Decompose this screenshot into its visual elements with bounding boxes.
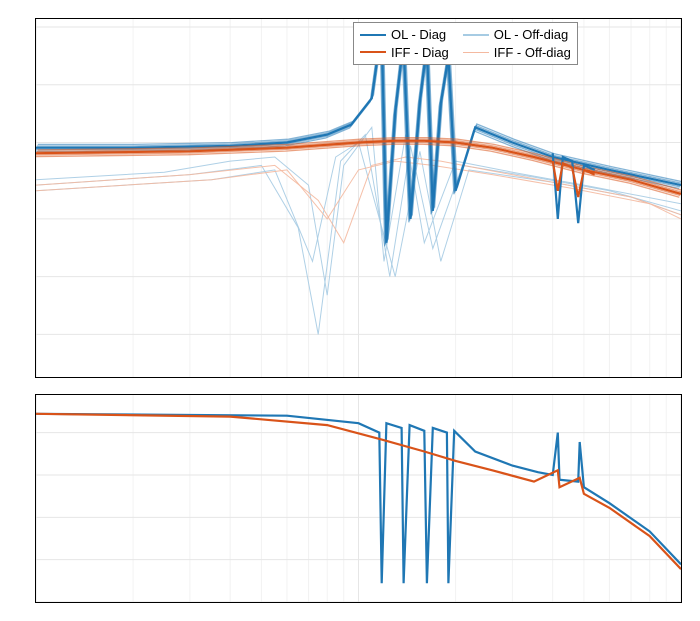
legend-swatch	[360, 34, 386, 36]
legend: OL - Diag IFF - Diag OL - Off-diag IFF -…	[353, 22, 578, 65]
legend-swatch	[360, 51, 386, 53]
phase-panel	[35, 394, 682, 603]
legend-label: OL - Diag	[391, 26, 446, 44]
magnitude-panel	[35, 18, 682, 378]
legend-swatch	[463, 34, 489, 36]
legend-item-ol-off: OL - Off-diag	[463, 26, 571, 44]
legend-label: OL - Off-diag	[494, 26, 568, 44]
legend-label: IFF - Diag	[391, 44, 449, 62]
legend-label: IFF - Off-diag	[494, 44, 571, 62]
bode-figure: OL - Diag IFF - Diag OL - Off-diag IFF -…	[0, 0, 700, 621]
legend-item-iff-off: IFF - Off-diag	[463, 44, 571, 62]
legend-swatch	[463, 52, 489, 54]
legend-item-ol-diag: OL - Diag	[360, 26, 449, 44]
phase-plot	[36, 395, 681, 602]
magnitude-plot	[36, 19, 681, 377]
legend-item-iff-diag: IFF - Diag	[360, 44, 449, 62]
